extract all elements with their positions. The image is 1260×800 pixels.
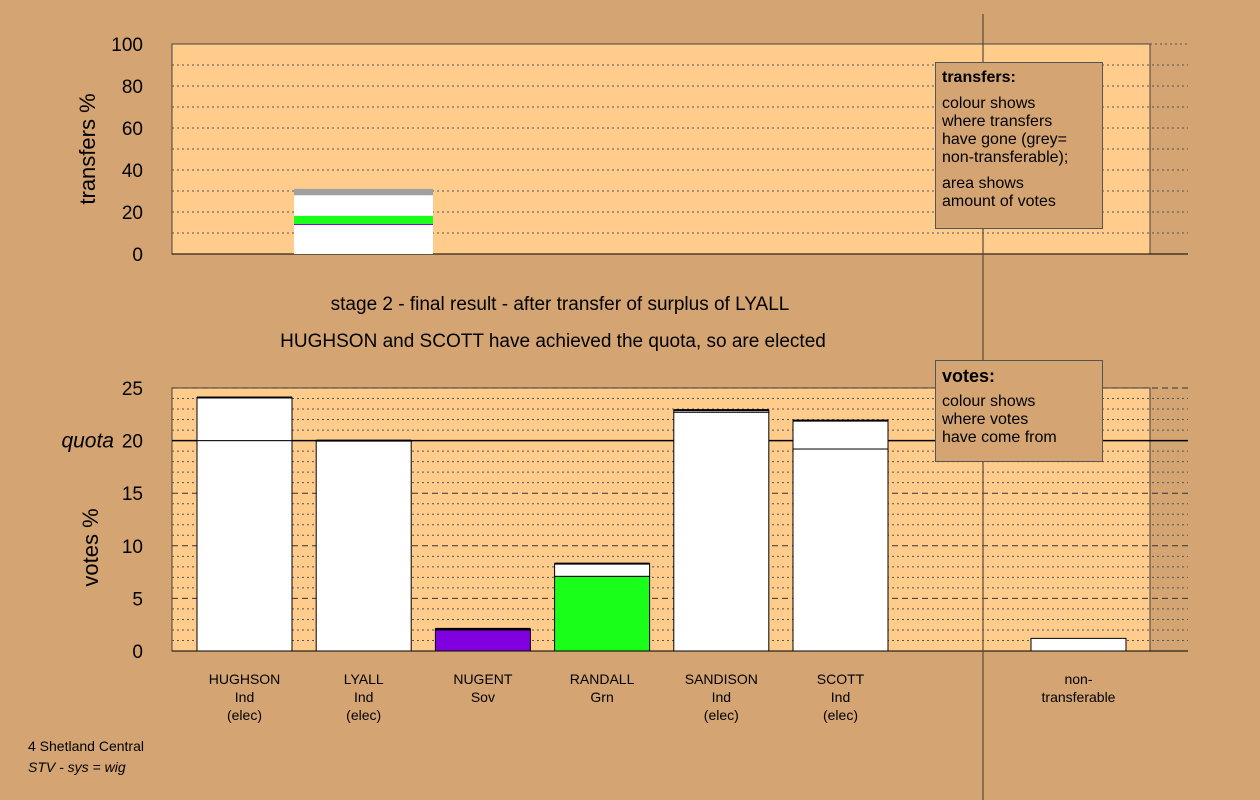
transfers-tick-label: 60 <box>122 119 143 140</box>
nontransferable-bar <box>1030 637 1127 652</box>
transfers-bar-segment <box>294 215 433 224</box>
candidate-label-line: (elec) <box>822 707 858 723</box>
transfers-legend-title: transfers: <box>942 69 1016 86</box>
vote-bar-segment <box>673 411 770 652</box>
votes-legend-line: colour shows <box>942 393 1036 410</box>
vote-bar-segment <box>196 440 293 652</box>
transfers-tick-label: 0 <box>132 245 143 266</box>
transfers-bar-segment <box>294 195 433 216</box>
transfers-tick-label: 80 <box>122 77 143 98</box>
transfers-bar-segment <box>294 188 433 196</box>
candidate-label-line: NUGENT <box>453 671 513 687</box>
candidate-label-line: Ind <box>830 689 851 705</box>
candidate-label-line: HUGHSON <box>208 671 281 687</box>
candidate-label-scott: SCOTT Ind (elec) <box>781 670 901 724</box>
votes-legend: votes: colour shows where votes have com… <box>935 360 1103 462</box>
votes-legend-line: where votes <box>942 411 1029 428</box>
candidate-label-nugent: NUGENT Sov <box>423 670 543 706</box>
candidate-label-lyall: LYALL Ind (elec) <box>304 670 424 724</box>
votes-tick-label: 0 <box>132 642 143 663</box>
vote-bar-segment <box>434 629 531 652</box>
vote-bar-segment <box>554 575 651 652</box>
transfers-tick-label: 20 <box>122 203 143 224</box>
transfers-legend: transfers: colour shows where transfers … <box>935 62 1103 229</box>
vote-bar-segment <box>792 420 889 450</box>
votes-tick-label: 25 <box>122 379 143 400</box>
vote-bar-segment <box>554 563 651 577</box>
candidate-label-line: RANDALL <box>569 671 635 687</box>
vote-bar-segment <box>792 448 889 652</box>
quota-label: quota <box>61 430 114 453</box>
transfers-legend-line: amount of votes <box>942 193 1056 210</box>
candidate-label-line: Sov <box>470 689 495 705</box>
transfers-y-axis-label: transfers % <box>75 93 100 204</box>
votes-tick-label: 15 <box>122 484 143 505</box>
candidate-label-line: SANDISON <box>684 671 758 687</box>
votes-legend-title: votes: <box>942 366 996 386</box>
candidate-label-hughson: HUGHSON Ind (elec) <box>185 670 305 724</box>
nontransferable-label-line: non- <box>1064 671 1093 687</box>
nontransferable-label-line: transferable <box>1041 689 1116 705</box>
candidate-label-line: LYALL <box>343 671 384 687</box>
votes-y-axis-label: votes % <box>78 508 103 586</box>
candidate-label-line: (elec) <box>703 707 739 723</box>
votes-tick-label: 10 <box>122 537 143 558</box>
nontransferable-label: non-transferable <box>1019 670 1139 706</box>
votes-legend-line: have come from <box>942 429 1057 446</box>
vote-bar-segment <box>315 440 412 652</box>
transfers-legend-line: area shows <box>942 175 1024 192</box>
transfers-tick-label: 100 <box>111 35 143 56</box>
transfers-legend-line: have gone (grey= <box>942 131 1067 148</box>
vote-bar-segment <box>196 396 293 442</box>
transfers-legend-line: non-transferable); <box>942 149 1069 166</box>
footer-constituency: 4 Shetland Central <box>28 738 144 754</box>
candidate-label-line: (elec) <box>226 707 262 723</box>
candidate-label-line: Ind <box>711 689 732 705</box>
candidate-label-randall: RANDALL Grn <box>542 670 662 706</box>
elected-text: HUGHSON and SCOTT have achieved the quot… <box>280 331 826 352</box>
footer-system: STV - sys = wig <box>28 759 126 775</box>
transfers-bar-segment <box>294 223 433 225</box>
votes-tick-label: 20 <box>122 432 143 453</box>
candidate-label-line: Ind <box>353 689 374 705</box>
candidate-label-sandison: SANDISON Ind (elec) <box>661 670 781 724</box>
transfers-legend-line: colour shows <box>942 95 1036 112</box>
candidate-label-line: SCOTT <box>816 671 865 687</box>
transfers-legend-line: where transfers <box>942 113 1053 130</box>
stage-title: stage 2 - final result - after transfer … <box>330 294 790 315</box>
candidate-label-line: (elec) <box>346 707 382 723</box>
candidate-label-line: Ind <box>234 689 255 705</box>
transfers-bar-segment <box>294 224 433 254</box>
votes-tick-label: 5 <box>132 589 143 610</box>
transfers-tick-label: 40 <box>122 161 143 182</box>
candidate-label-line: Grn <box>590 689 614 705</box>
